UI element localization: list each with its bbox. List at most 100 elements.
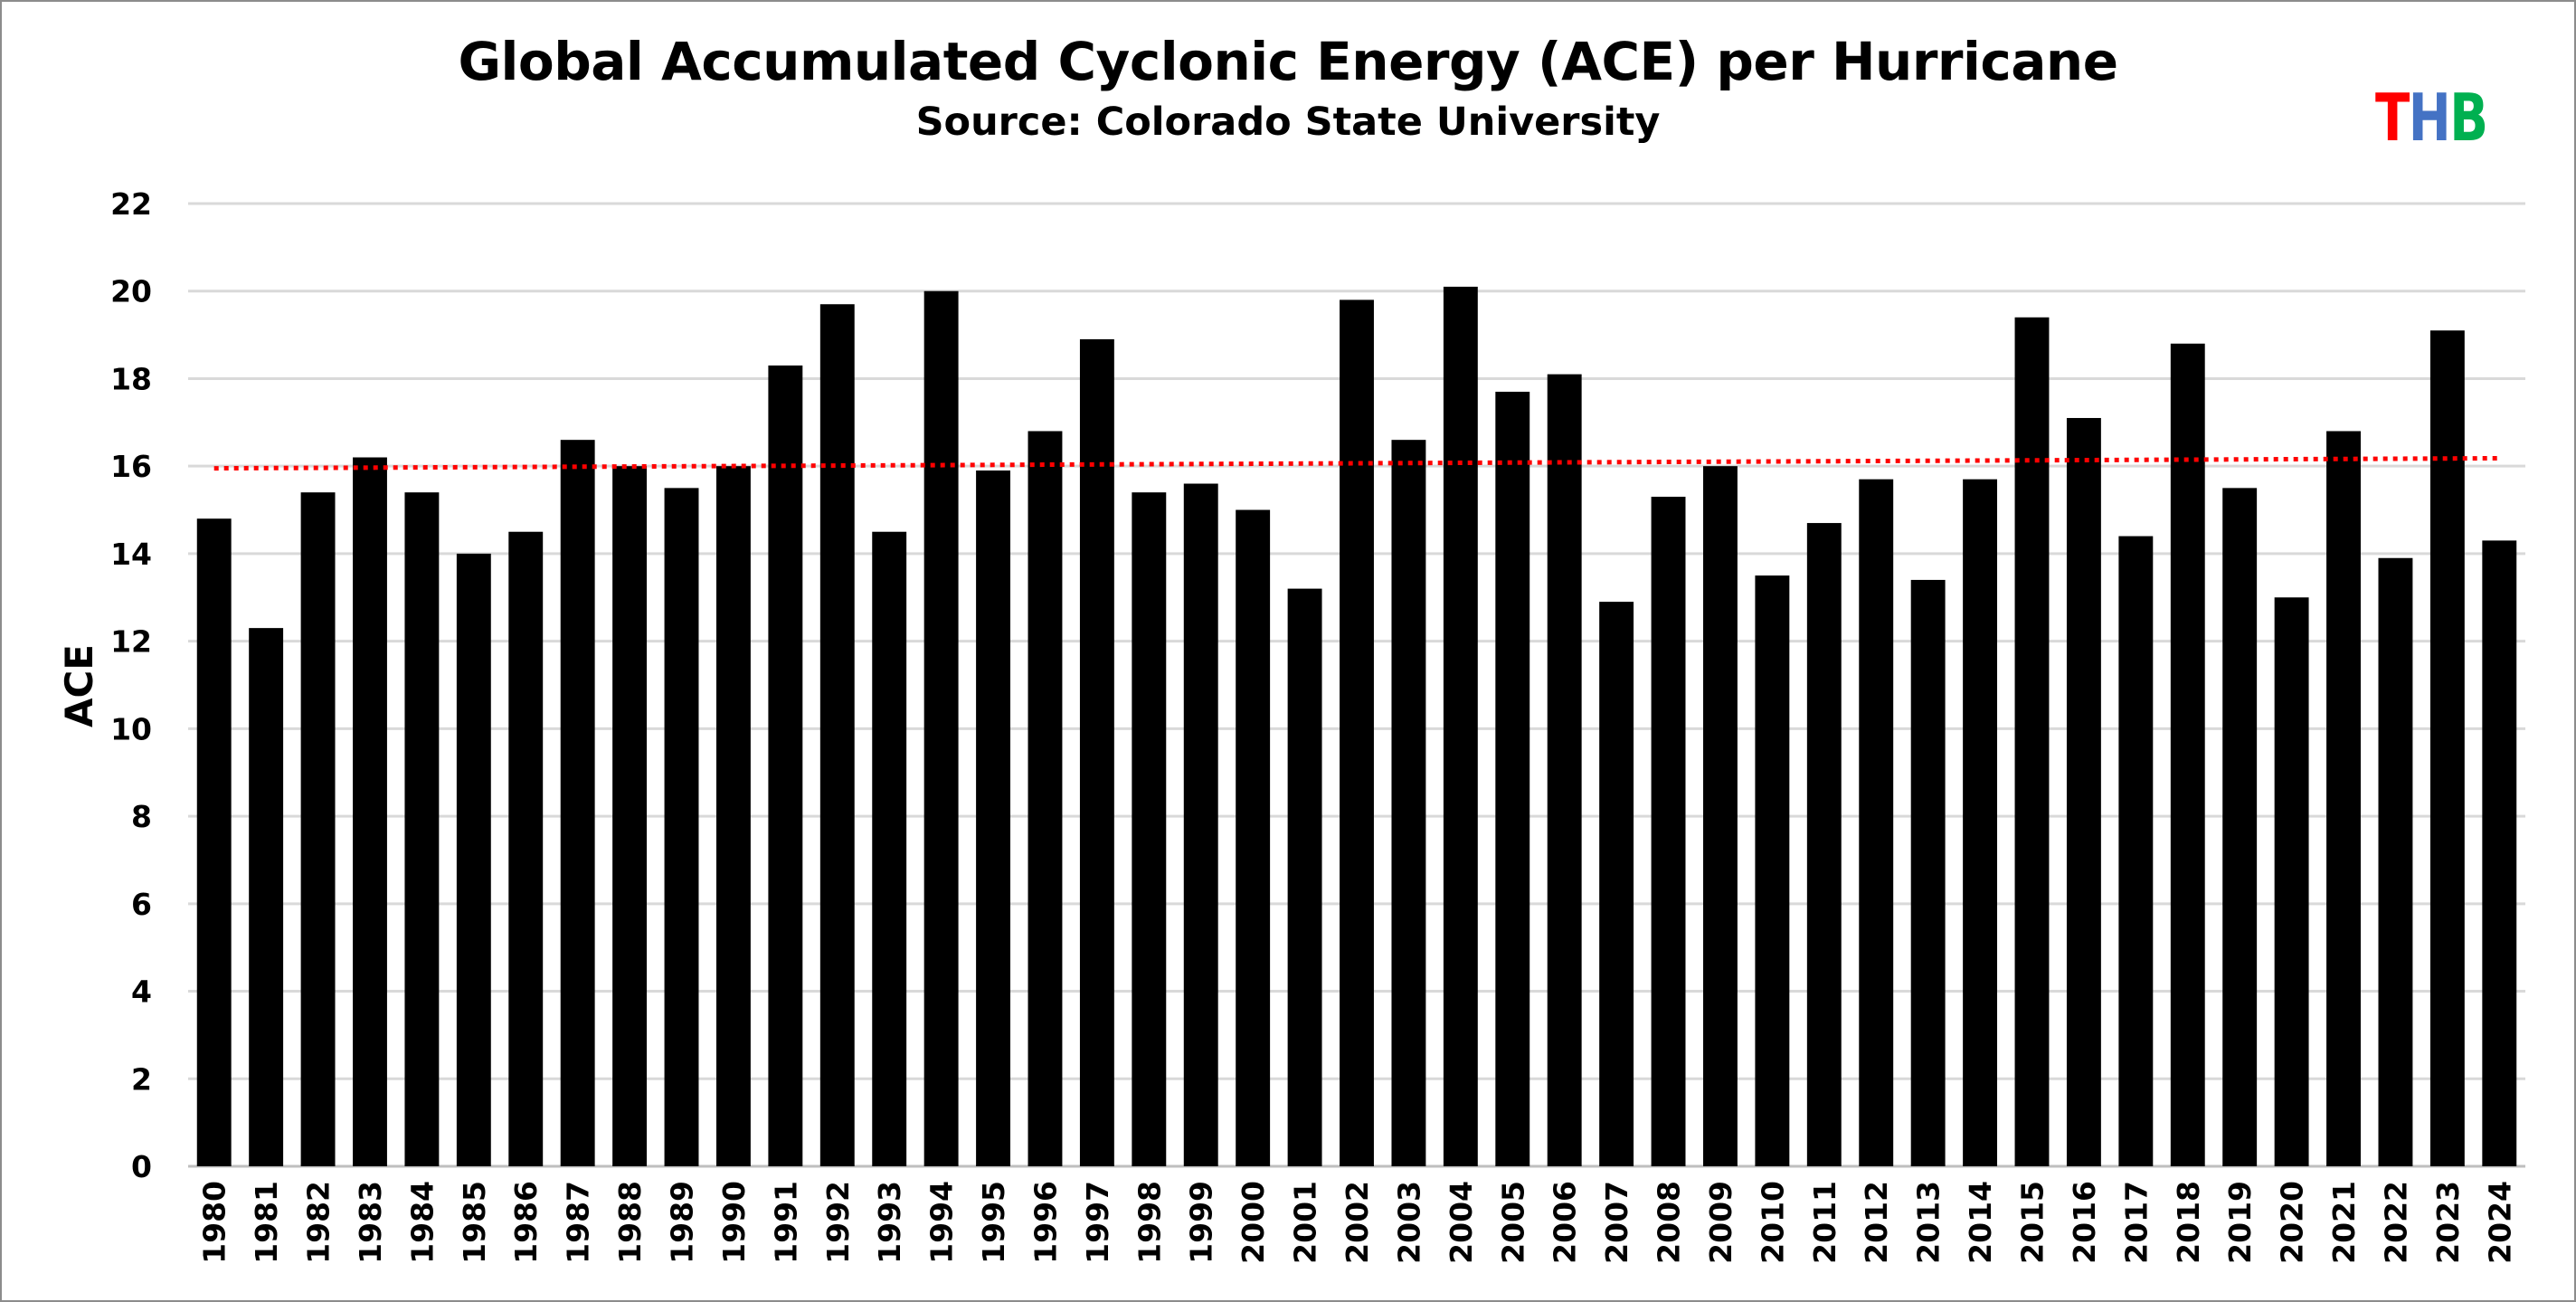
x-tick-label: 2012	[1859, 1181, 1894, 1264]
x-tick-label: 1996	[1028, 1181, 1063, 1264]
trendline	[213, 455, 2500, 471]
bar-1992	[819, 304, 855, 1167]
bar-2011	[1806, 523, 1842, 1166]
bar-2020	[2274, 597, 2309, 1166]
y-tick-label: 6	[131, 887, 152, 922]
x-tick-label: 1988	[612, 1181, 648, 1264]
x-tick-label: 1983	[353, 1181, 388, 1264]
y-tick-label: 14	[110, 537, 152, 572]
bar-2008	[1651, 497, 1686, 1166]
y-tick-label: 2	[131, 1061, 152, 1097]
x-tick-label: 2019	[2222, 1181, 2258, 1264]
bar-2016	[2066, 417, 2101, 1166]
x-tick-label: 1982	[301, 1181, 336, 1264]
y-tick-label: 16	[110, 449, 152, 484]
x-tick-label: 1993	[872, 1181, 907, 1264]
x-tick-label: 1986	[508, 1181, 544, 1264]
y-axis-title: ACE	[57, 644, 101, 727]
bar-2003	[1391, 440, 1426, 1166]
bar-2014	[1963, 479, 1998, 1166]
bar-1996	[1028, 431, 1063, 1166]
bar-1982	[300, 492, 336, 1166]
bar-2022	[2378, 557, 2413, 1166]
bar-1985	[456, 553, 491, 1166]
x-tick-label: 1987	[561, 1181, 596, 1264]
x-tick-label: 1999	[1184, 1181, 1219, 1264]
x-tick-label: 2001	[1288, 1181, 1323, 1264]
y-tick-labels: 0 2 4 6 8 10 12 14 16 18 20 22	[110, 186, 152, 1184]
x-tick-label: 1994	[924, 1181, 960, 1264]
bar-2021	[2326, 431, 2361, 1166]
x-tick-label: 1997	[1080, 1181, 1115, 1264]
y-tick-label: 20	[110, 274, 152, 309]
x-tick-label: 2002	[1340, 1181, 1375, 1264]
x-tick-label: 1991	[768, 1181, 803, 1264]
x-tick-label: 1981	[249, 1181, 284, 1264]
bar-1986	[508, 531, 544, 1166]
bar-2004	[1443, 286, 1478, 1167]
bar-1981	[249, 628, 284, 1166]
x-tick-label: 1989	[665, 1181, 700, 1264]
y-tick-label: 12	[110, 624, 152, 660]
bar-1983	[353, 457, 387, 1166]
bar-1993	[872, 531, 907, 1166]
x-tick-label: 2007	[1599, 1181, 1634, 1264]
x-tick-labels: 1980 1981 1982 1983 1984 1985 1986 1987 1988 1989…	[197, 1181, 2518, 1264]
y-tick-label: 18	[110, 361, 152, 396]
bar-1989	[664, 488, 699, 1166]
x-tick-label: 2023	[2430, 1181, 2466, 1264]
y-tick-label: 4	[131, 974, 152, 1010]
bar-2015	[2014, 317, 2050, 1166]
x-tick-label: 2010	[1755, 1181, 1790, 1264]
bar-2000	[1236, 509, 1271, 1166]
x-tick-label: 1990	[716, 1181, 752, 1264]
bar-2012	[1859, 479, 1894, 1166]
bar-1995	[976, 470, 1010, 1166]
bar-1998	[1132, 492, 1167, 1166]
x-tick-label: 2011	[1807, 1181, 1842, 1264]
bar-2010	[1755, 575, 1790, 1166]
x-tick-label: 2014	[1963, 1181, 1998, 1264]
logo-letter-h: H	[2408, 80, 2451, 156]
bar-1980	[196, 518, 232, 1166]
bars	[196, 286, 2517, 1167]
x-tick-label: 2003	[1391, 1181, 1426, 1264]
chart-title: Global Accumulated Cyclonic Energy (ACE)…	[458, 31, 2118, 92]
x-tick-label: 2024	[2482, 1181, 2517, 1264]
bar-2013	[1910, 579, 1946, 1166]
x-tick-label: 2016	[2067, 1181, 2102, 1264]
x-tick-label: 2021	[2326, 1181, 2362, 1264]
x-tick-label: 2018	[2171, 1181, 2206, 1264]
y-tick-label: 22	[110, 186, 152, 222]
bar-2019	[2222, 488, 2258, 1166]
bar-2024	[2482, 540, 2517, 1166]
x-tick-label: 1985	[457, 1181, 492, 1264]
y-tick-label: 10	[110, 711, 152, 746]
x-tick-label: 2000	[1236, 1181, 1271, 1264]
x-tick-label: 2013	[1911, 1181, 1946, 1264]
bar-1991	[768, 365, 803, 1167]
trendline-layer	[213, 455, 2500, 471]
bar-2018	[2170, 343, 2205, 1166]
bar-2007	[1599, 602, 1634, 1166]
x-tick-label: 2009	[1703, 1181, 1738, 1264]
x-tick-label: 1980	[197, 1181, 232, 1264]
bar-1999	[1183, 483, 1218, 1166]
bar-2009	[1703, 466, 1738, 1166]
bar-2017	[2118, 536, 2154, 1166]
x-tick-label: 2015	[2014, 1181, 2050, 1264]
x-tick-label: 2020	[2275, 1181, 2310, 1264]
logo-letter-b: B	[2449, 80, 2488, 156]
bar-2001	[1287, 588, 1322, 1166]
x-tick-label: 2017	[2118, 1181, 2154, 1264]
bar-2005	[1495, 391, 1530, 1166]
chart-subtitle: Source: Colorado State University	[915, 100, 1661, 145]
bar-1988	[612, 466, 648, 1166]
x-tick-label: 2005	[1495, 1181, 1530, 1264]
x-tick-label: 2008	[1652, 1181, 1687, 1264]
x-tick-label: 2022	[2378, 1181, 2413, 1264]
y-tick-label: 0	[131, 1149, 152, 1184]
x-tick-label: 1998	[1132, 1181, 1167, 1264]
bar-1984	[404, 492, 440, 1166]
